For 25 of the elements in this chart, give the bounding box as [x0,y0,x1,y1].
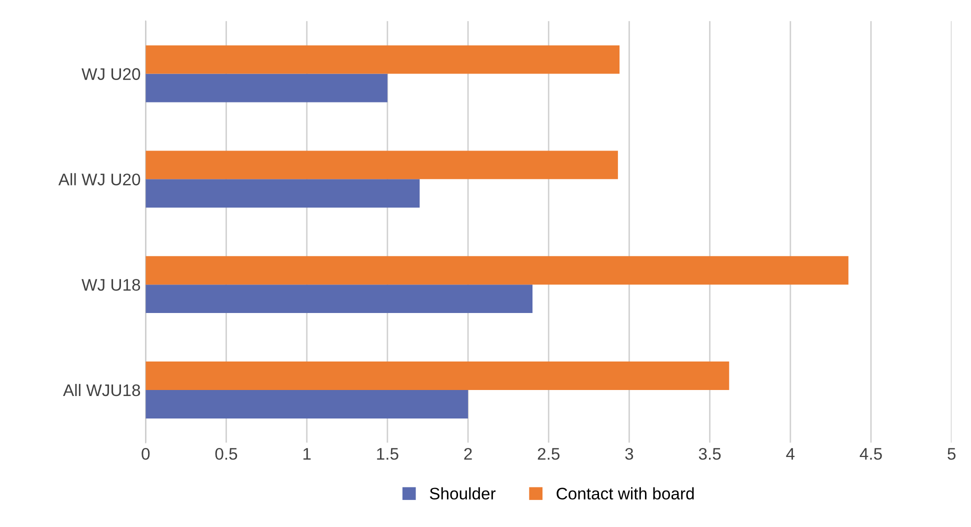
y-tick-label: WJ U18 [82,278,140,291]
x-tick-label: 0 [142,448,150,460]
bar [146,256,848,285]
x-tick-label: 4 [786,448,795,460]
bar [146,362,730,390]
bar [146,45,620,74]
bar [146,74,388,102]
x-tick-label: 4.5 [860,448,882,460]
y-tick-label: All WJU18 [63,384,140,396]
legend-label: Contact with board [556,487,694,500]
y-tick-label: WJ U20 [82,68,140,80]
x-tick-label: 0.5 [215,448,238,460]
bar [146,150,618,180]
x-tick-label: 2.5 [538,448,560,460]
x-tick-label: 1 [303,448,311,460]
x-tick-label: 3 [625,448,634,460]
bar [146,390,468,418]
x-tick-label: 5 [948,448,956,460]
bar [146,284,532,314]
bar [146,179,420,208]
y-tick-label: All WJ U20 [58,173,140,186]
x-tick-label: 1.5 [377,448,398,460]
x-tick-label: 2 [464,448,472,460]
x-tick-label: 3.5 [698,448,721,460]
legend-label: Shoulder [430,487,496,500]
